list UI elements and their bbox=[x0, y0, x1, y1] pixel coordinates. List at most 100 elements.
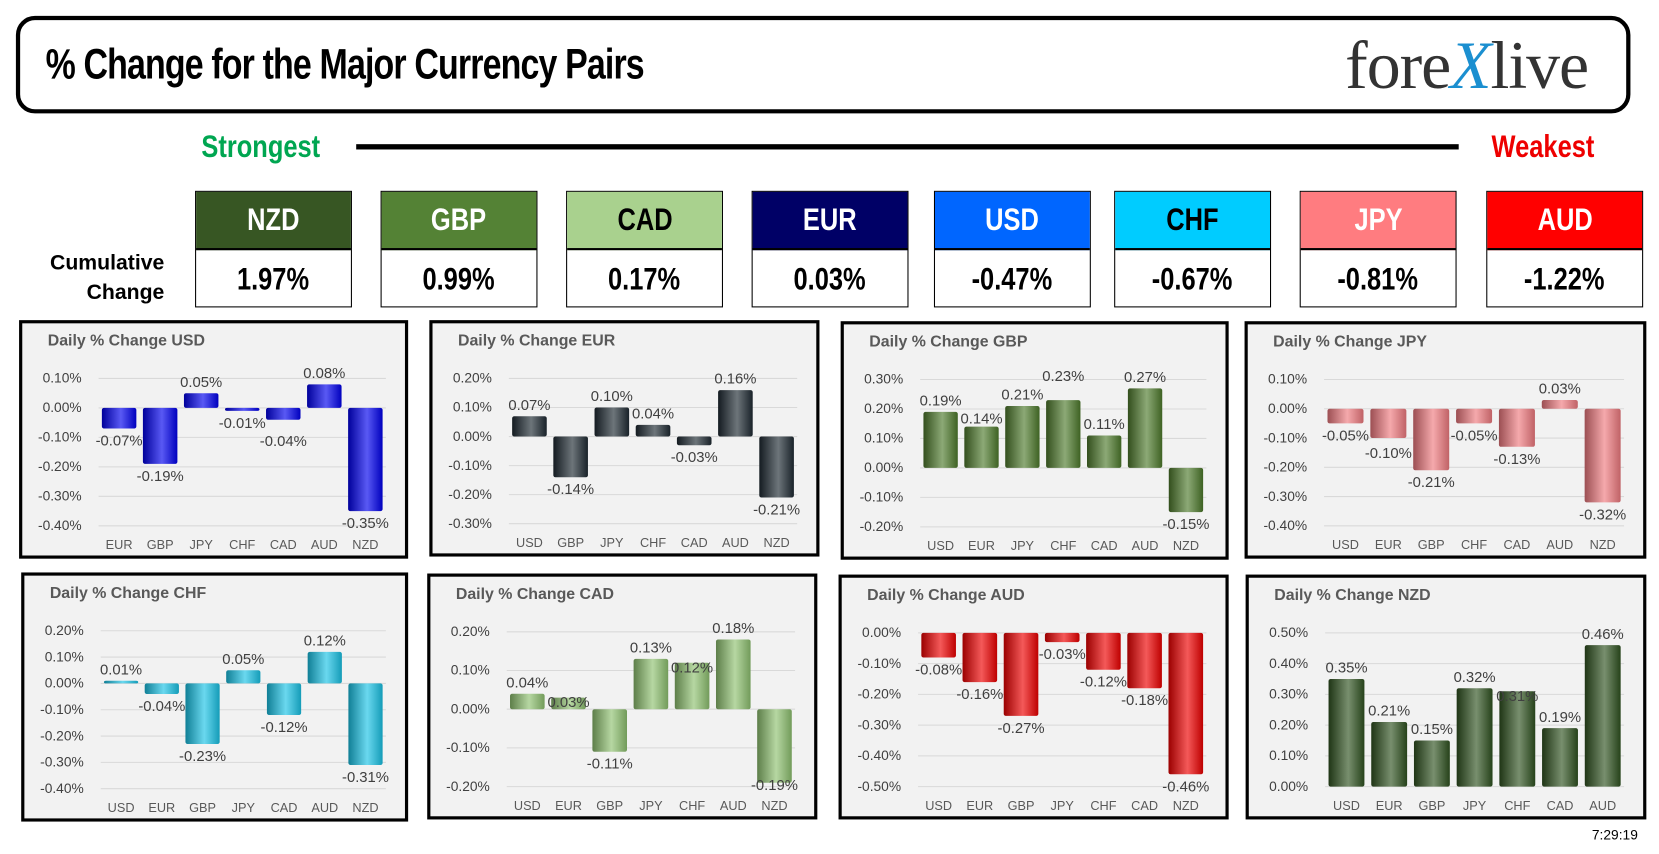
y-tick-label: -0.10% bbox=[857, 656, 901, 671]
x-tick-label: CAD bbox=[270, 537, 297, 552]
data-label: 0.03% bbox=[547, 695, 589, 711]
data-label: -0.23% bbox=[179, 749, 226, 765]
bar-gbp bbox=[185, 683, 220, 744]
y-tick-label: -0.20% bbox=[448, 487, 492, 502]
data-label: -0.13% bbox=[1493, 452, 1540, 468]
x-tick-label: USD bbox=[108, 800, 135, 815]
y-tick-label: -0.30% bbox=[38, 489, 82, 504]
bar-nzd bbox=[759, 436, 794, 498]
bar-chf bbox=[674, 662, 710, 710]
bar-eur bbox=[1370, 408, 1407, 439]
y-tick-label: -0.20% bbox=[40, 728, 84, 743]
y-tick-label: -0.40% bbox=[857, 748, 901, 763]
bar-usd bbox=[921, 632, 956, 658]
x-tick-label: NZD bbox=[1173, 538, 1199, 553]
currency-card-jpy: JPY -0.81% bbox=[1299, 190, 1457, 308]
y-tick-label: 0.20% bbox=[45, 623, 84, 638]
data-label: -0.18% bbox=[1121, 693, 1168, 709]
bar-nzd bbox=[757, 709, 792, 783]
data-label: -0.01% bbox=[219, 416, 266, 432]
bar-jpy bbox=[1456, 688, 1493, 787]
cumulative-value: -1.22% bbox=[1487, 250, 1642, 308]
data-label: -0.14% bbox=[547, 482, 594, 498]
data-label: -0.10% bbox=[1365, 446, 1412, 462]
bar-chart: -0.20% -0.10% 0.00% 0.10% 0.20% 0.30% USD EUR JP… bbox=[860, 369, 1210, 553]
data-label: -0.46% bbox=[1162, 779, 1209, 795]
currency-card-chf: CHF -0.67% bbox=[1114, 190, 1272, 308]
data-label: 0.27% bbox=[1124, 370, 1166, 386]
x-tick-label: EUR bbox=[106, 537, 133, 552]
bar-aud bbox=[1541, 399, 1578, 409]
x-tick-label: NZD bbox=[1590, 537, 1616, 552]
bar-cad bbox=[266, 407, 301, 420]
x-tick-label: USD bbox=[925, 798, 952, 813]
bar-nzd bbox=[1168, 467, 1204, 513]
y-tick-label: -0.30% bbox=[448, 516, 492, 531]
bar-chart: -0.20% -0.10% 0.00% 0.10% 0.20% USD EUR GBP JPY C… bbox=[446, 621, 798, 813]
bar-chart: -0.40% -0.30% -0.20% -0.10% 0.00% 0.10% EUR GBP… bbox=[38, 366, 389, 552]
x-tick-label: EUR bbox=[968, 538, 995, 553]
bar-gbp bbox=[142, 407, 178, 464]
x-tick-label: JPY bbox=[232, 800, 256, 815]
data-label: -0.31% bbox=[342, 770, 389, 786]
data-label: 0.23% bbox=[1042, 369, 1084, 385]
bar-chart: 0.00% 0.10% 0.20% 0.30% 0.40% 0.50% USD EUR GBP J… bbox=[1269, 625, 1625, 813]
data-label: 0.12% bbox=[304, 633, 346, 649]
bar-gbp bbox=[553, 436, 588, 478]
bar-chf bbox=[635, 424, 671, 437]
weakest-label: Weakest bbox=[1491, 129, 1595, 165]
y-tick-label: 0.00% bbox=[451, 701, 490, 716]
bar-cad bbox=[1498, 408, 1535, 447]
currency-code: CHF bbox=[1166, 201, 1219, 237]
bar-jpy bbox=[183, 393, 219, 408]
y-tick-label: -0.20% bbox=[857, 687, 901, 702]
data-label: 0.15% bbox=[1411, 722, 1453, 738]
bar-jpy bbox=[226, 670, 261, 684]
data-label: -0.05% bbox=[1322, 428, 1369, 444]
y-tick-label: 0.00% bbox=[862, 625, 901, 640]
y-tick-label: 0.10% bbox=[864, 431, 903, 446]
cumulative-value-text: -0.47% bbox=[972, 261, 1053, 297]
data-label: -0.08% bbox=[915, 662, 962, 678]
x-tick-label: EUR bbox=[966, 798, 993, 813]
x-tick-label: JPY bbox=[1463, 798, 1487, 813]
x-tick-label: JPY bbox=[600, 535, 624, 550]
y-tick-label: -0.30% bbox=[1263, 489, 1307, 504]
data-label: -0.19% bbox=[137, 469, 184, 485]
x-tick-label: GBP bbox=[1418, 537, 1445, 552]
y-tick-label: 0.10% bbox=[43, 371, 82, 386]
y-tick-label: 0.20% bbox=[864, 401, 903, 416]
x-tick-label: CHF bbox=[1461, 537, 1487, 552]
y-tick-label: -0.30% bbox=[40, 755, 84, 770]
x-tick-label: JPY bbox=[190, 537, 214, 552]
data-label: -0.21% bbox=[1408, 475, 1455, 491]
x-tick-label: CHF bbox=[640, 535, 666, 550]
currency-name: USD bbox=[935, 191, 1090, 251]
x-tick-label: AUD bbox=[1132, 538, 1159, 553]
x-tick-label: EUR bbox=[148, 800, 175, 815]
data-label: 0.32% bbox=[1454, 670, 1496, 686]
timestamp: 7:29:19 bbox=[1591, 826, 1638, 843]
y-tick-label: 0.40% bbox=[1269, 656, 1308, 671]
x-tick-label: CAD bbox=[1131, 798, 1158, 813]
x-tick-label: EUR bbox=[555, 798, 582, 813]
data-label: 0.18% bbox=[712, 621, 754, 637]
y-tick-label: 0.30% bbox=[1269, 687, 1308, 702]
bar-chf bbox=[224, 407, 260, 411]
bar-usd bbox=[103, 680, 139, 684]
currency-code: CAD bbox=[616, 201, 673, 237]
data-label: 0.04% bbox=[506, 675, 548, 691]
currency-card-usd: USD -0.47% bbox=[933, 190, 1091, 308]
cumulative-change-label: Cumulative Change bbox=[42, 248, 164, 307]
data-label: 0.21% bbox=[1368, 704, 1410, 720]
data-label: 0.04% bbox=[632, 407, 674, 423]
bar-usd bbox=[510, 693, 545, 710]
y-tick-label: 0.20% bbox=[453, 371, 492, 386]
currency-name: JPY bbox=[1300, 191, 1456, 251]
y-tick-label: 0.10% bbox=[453, 400, 492, 415]
x-tick-label: CAD bbox=[1547, 798, 1574, 813]
currency-card-nzd: NZD 1.97% bbox=[195, 190, 352, 308]
header-box: % Change for the Major Currency Pairs fo… bbox=[15, 15, 1631, 114]
currency-name: CAD bbox=[567, 191, 722, 251]
currency-code: AUD bbox=[1537, 201, 1593, 237]
